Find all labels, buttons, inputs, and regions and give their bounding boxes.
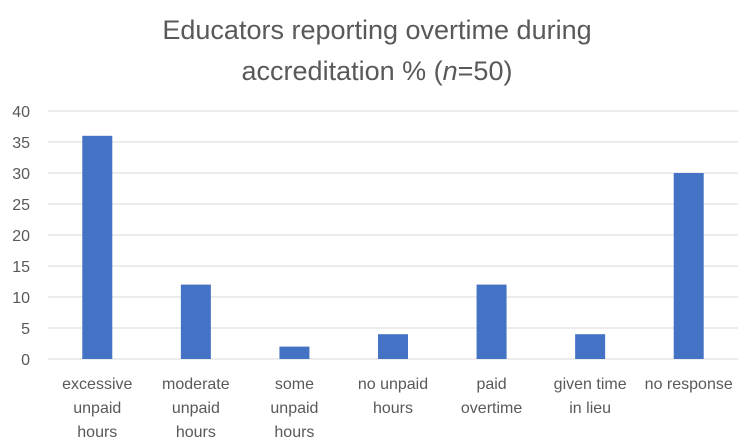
x-tick-label-line: unpaid [73, 400, 121, 417]
x-tick-label-line: hours [77, 424, 117, 441]
y-tick-label: 15 [12, 259, 30, 276]
x-tick-label: paid overtime [461, 376, 522, 417]
x-tick-label-line: moderate [162, 376, 230, 393]
x-tick-label-line: no response [645, 376, 733, 393]
bar [673, 173, 704, 359]
x-tick-label-line: overtime [461, 400, 522, 417]
bar [378, 334, 408, 359]
x-tick-label-line: given time [554, 376, 627, 393]
x-tick-label: no response [645, 376, 733, 393]
x-tick-label-line: no unpaid [358, 376, 428, 393]
y-tick-label: 20 [12, 228, 30, 245]
x-tick-label-line: hours [373, 400, 413, 417]
y-tick-labels: 0 5 10 15 20 25 30 35 40 [12, 104, 30, 369]
x-tick-label-line: paid [476, 376, 506, 393]
grid-layer [48, 110, 738, 360]
y-tick-label: 10 [12, 290, 30, 307]
x-tick-label-line: some [275, 376, 314, 393]
bar [575, 334, 606, 359]
x-tick-label-line: unpaid [172, 400, 220, 417]
bar [180, 284, 211, 359]
x-tick-label-line: in lieu [569, 400, 611, 417]
bar [279, 346, 310, 359]
chart-title-italic-n: n [442, 56, 458, 86]
x-tick-label: some unpaid hours [270, 376, 318, 441]
chart-title-suffix: =50) [457, 56, 513, 86]
bar [82, 135, 113, 359]
x-tick-label-line: excessive [62, 376, 132, 393]
x-tick-label-line: hours [176, 424, 216, 441]
y-tick-label: 5 [21, 321, 30, 338]
y-tick-label: 30 [12, 166, 30, 183]
y-tick-label: 35 [12, 135, 30, 152]
y-tick-label: 25 [12, 197, 30, 214]
chart-title-prefix: accreditation % ( [241, 56, 443, 86]
bar-layer [82, 135, 704, 359]
y-tick-label: 40 [12, 104, 30, 121]
y-tick-label: 0 [21, 352, 30, 369]
x-tick-label: moderate unpaid hours [162, 376, 230, 441]
x-tick-label-line: hours [274, 424, 314, 441]
x-tick-label-line: unpaid [270, 400, 318, 417]
x-tick-label: no unpaid hours [358, 376, 428, 417]
x-tick-label: given time in lieu [554, 376, 627, 417]
chart-title-line-2: accreditation % (n=50) [0, 53, 754, 89]
bar [476, 284, 507, 359]
x-tick-label: excessive unpaid hours [62, 376, 132, 441]
chart-title-line-1: Educators reporting overtime during [162, 15, 592, 45]
